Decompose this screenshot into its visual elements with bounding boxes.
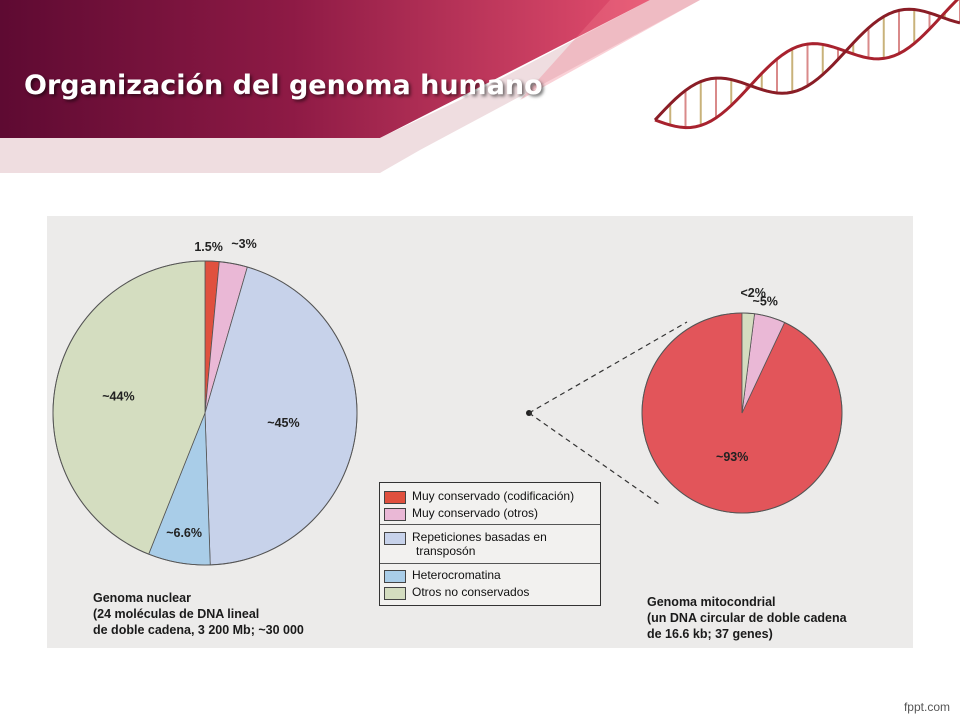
pie-slice-label: <2% <box>740 286 765 300</box>
nuclear-genome-pie: 1.5% ~3% ~45% ~6.6% ~44% <box>52 237 358 566</box>
nuclear-caption: Genoma nuclear (24 moléculas de DNA line… <box>93 590 304 638</box>
legend-label: Muy conservado (codificación) <box>412 489 575 503</box>
connector-line-top <box>528 321 688 414</box>
helix-strand <box>654 0 960 130</box>
legend-swatch-conserved-other <box>384 508 406 521</box>
genome-figure: 1.5% ~3% ~45% ~6.6% ~44% ~93% ~5% <2% Muy cons… <box>47 216 913 648</box>
legend-swatch-nonconserved <box>384 587 406 600</box>
legend-divider <box>380 524 600 525</box>
caption-line: de 16.6 kb; 37 genes) <box>647 627 773 641</box>
legend-label: Muy conservado (otros) <box>412 506 539 520</box>
zoom-connector <box>526 321 688 505</box>
caption-line: Genoma mitocondrial <box>647 595 776 609</box>
legend-divider <box>380 563 600 564</box>
legend-item: Muy conservado (otros) <box>384 506 538 521</box>
mitochondrial-genome-pie: ~93% ~5%<2% <box>641 286 843 514</box>
legend-label: Otros no conservados <box>412 585 530 599</box>
legend-label-line: transposón <box>416 544 476 558</box>
pie-slice-label: ~45% <box>267 416 299 430</box>
legend-label-line: Repeticiones basadas en <box>412 530 547 544</box>
mito-caption: Genoma mitocondrial (un DNA circular de … <box>647 594 847 642</box>
legend-item: Repeticiones basadas en transposón <box>384 530 547 558</box>
legend-swatch-heterochromatin <box>384 570 406 583</box>
footer-brand: fppt.com <box>903 700 950 714</box>
helix-strand <box>653 7 960 122</box>
legend-label: Heterocromatina <box>412 568 501 582</box>
caption-line: (un DNA circular de doble cadena <box>647 611 847 625</box>
pie-slice-label: ~3% <box>231 237 256 251</box>
pie-slice-label: ~93% <box>716 450 748 464</box>
dna-helix-icon <box>653 0 960 130</box>
caption-line: (24 moléculas de DNA lineal <box>93 607 260 621</box>
pie-slice-label: ~5% <box>753 294 778 308</box>
legend-item: Muy conservado (codificación) <box>384 489 574 504</box>
pie-slice-label: ~44% <box>102 389 134 403</box>
legend-swatch-repeats <box>384 532 406 545</box>
legend-item: Otros no conservados <box>384 585 529 600</box>
chart-legend: Muy conservado (codificación) Muy conser… <box>379 482 601 606</box>
caption-line: Genoma nuclear <box>93 591 191 605</box>
legend-swatch-coding <box>384 491 406 504</box>
caption-line: de doble cadena, 3 200 Mb; ~30 000 <box>93 623 304 637</box>
slide-title: Organización del genoma humano <box>24 70 543 101</box>
pie-slice-label: 1.5% <box>194 240 223 254</box>
legend-label: Repeticiones basadas en transposón <box>412 530 547 558</box>
pie-slice-label: ~6.6% <box>166 526 202 540</box>
legend-item: Heterocromatina <box>384 568 501 583</box>
title-banner <box>0 0 960 173</box>
